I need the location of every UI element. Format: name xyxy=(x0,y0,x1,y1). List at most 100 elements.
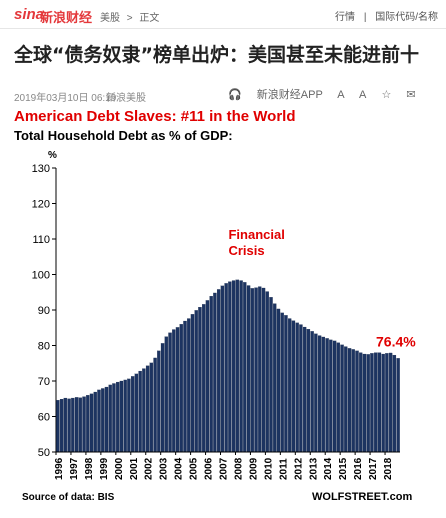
y-tick-label: 100 xyxy=(32,270,50,282)
x-tick-label: 1996 xyxy=(54,457,65,480)
finance-channel-name[interactable]: 新浪财经 xyxy=(40,10,93,25)
crisis-annotation: Financial xyxy=(228,227,284,242)
source-note: Source of data: BIS xyxy=(22,492,115,503)
bar xyxy=(310,331,314,453)
bar xyxy=(299,324,303,453)
bar xyxy=(351,349,355,453)
bar xyxy=(332,340,337,453)
mail-icon[interactable]: ✉ xyxy=(406,89,416,101)
breadcrumb-us-stocks[interactable]: 美股 xyxy=(100,13,120,24)
article-source[interactable]: 新浪美股 xyxy=(106,93,146,104)
bar xyxy=(142,368,146,453)
bar xyxy=(288,318,292,453)
bar xyxy=(93,391,97,453)
chart-subtitle: Total Household Debt as % of GDP: xyxy=(14,128,233,143)
x-axis: 1996 1997 1998 1999 2000 2001 2002 2003 2004 2005… xyxy=(54,451,400,480)
bar xyxy=(250,288,254,453)
bar xyxy=(284,315,288,453)
wolfstreet-credit: WOLFSTREET.com xyxy=(312,491,412,503)
x-tick-label: 1998 xyxy=(84,457,95,480)
x-tick-label: 2004 xyxy=(174,457,185,480)
bar xyxy=(198,307,202,453)
bar xyxy=(138,370,142,453)
bar xyxy=(340,344,344,453)
bar xyxy=(172,329,176,453)
bar xyxy=(325,338,329,453)
market-quotes-link[interactable]: 行情 xyxy=(335,12,356,23)
bar xyxy=(63,397,68,453)
bar xyxy=(385,353,389,453)
bar xyxy=(355,350,359,453)
bar xyxy=(164,336,168,453)
bar xyxy=(127,378,131,453)
bar xyxy=(362,353,367,453)
x-tick-label: 2016 xyxy=(353,457,364,480)
bar xyxy=(216,289,221,453)
breadcrumb-current: 正文 xyxy=(139,13,160,24)
bar xyxy=(347,348,352,453)
x-tick-label: 2009 xyxy=(248,457,259,480)
bar xyxy=(314,333,318,453)
bar xyxy=(202,304,206,453)
bar xyxy=(366,354,370,453)
x-tick-label: 2013 xyxy=(308,457,319,480)
bar xyxy=(374,352,378,453)
bar xyxy=(377,352,382,453)
top-navigation-bar: sina 新浪财经 美股 > 正文 行情 | 国际代码/名称 xyxy=(0,0,446,29)
bar xyxy=(145,365,150,453)
bar xyxy=(243,282,247,453)
bar xyxy=(82,396,86,453)
favorite-icon[interactable]: ☆ xyxy=(381,89,392,101)
bar xyxy=(116,381,120,453)
breadcrumb-separator: > xyxy=(126,13,133,24)
y-tick-label: 50 xyxy=(38,447,50,459)
bar xyxy=(112,383,116,453)
bar xyxy=(321,336,326,453)
bar xyxy=(261,287,266,453)
bar xyxy=(71,397,75,453)
bar xyxy=(104,386,109,453)
y-tick-label: 90 xyxy=(38,305,50,317)
bar xyxy=(258,286,262,453)
bar xyxy=(149,362,154,453)
bar xyxy=(130,376,135,453)
x-tick-label: 2003 xyxy=(159,457,170,480)
bar xyxy=(134,373,139,453)
bar xyxy=(329,339,333,453)
last-value-label: 76.4% xyxy=(376,333,416,349)
y-axis-unit-label: % xyxy=(48,150,57,161)
y-tick-label: 80 xyxy=(38,341,50,353)
bar xyxy=(153,357,157,453)
bar xyxy=(123,379,127,453)
bar xyxy=(89,393,94,453)
bar xyxy=(97,389,101,453)
stock-code-search-input[interactable]: 国际代码/名称 xyxy=(375,12,438,23)
sina-logo[interactable]: sina xyxy=(14,6,45,23)
x-tick-label: 2000 xyxy=(114,457,125,480)
bar xyxy=(119,380,124,453)
bar xyxy=(67,398,71,453)
bar xyxy=(86,395,90,453)
bar xyxy=(265,291,269,453)
x-tick-label: 2015 xyxy=(338,457,349,480)
bar xyxy=(276,308,281,453)
y-axis: 50 60 70 80 90 100 110 120 130 xyxy=(32,163,57,459)
bar xyxy=(231,280,236,453)
font-smaller-button[interactable]: A xyxy=(359,89,367,101)
bar xyxy=(388,352,393,453)
bar xyxy=(239,280,243,453)
bar xyxy=(306,329,311,453)
x-tick-label: 2014 xyxy=(323,457,334,480)
bar xyxy=(381,353,385,453)
bar xyxy=(78,397,82,453)
article-title: 全球“债务奴隶”榜单出炉：美国甚至未能进前十 xyxy=(14,44,419,66)
publish-date: 2019年03月10日 06:19 xyxy=(14,93,117,104)
bar xyxy=(175,327,180,453)
bar xyxy=(396,358,400,453)
app-link[interactable]: 新浪财经APP xyxy=(256,89,323,101)
y-tick-label: 120 xyxy=(32,199,50,211)
x-tick-label: 2002 xyxy=(144,457,155,480)
headphone-icon[interactable]: 🎧 xyxy=(228,89,242,101)
font-larger-button[interactable]: A xyxy=(337,89,345,101)
